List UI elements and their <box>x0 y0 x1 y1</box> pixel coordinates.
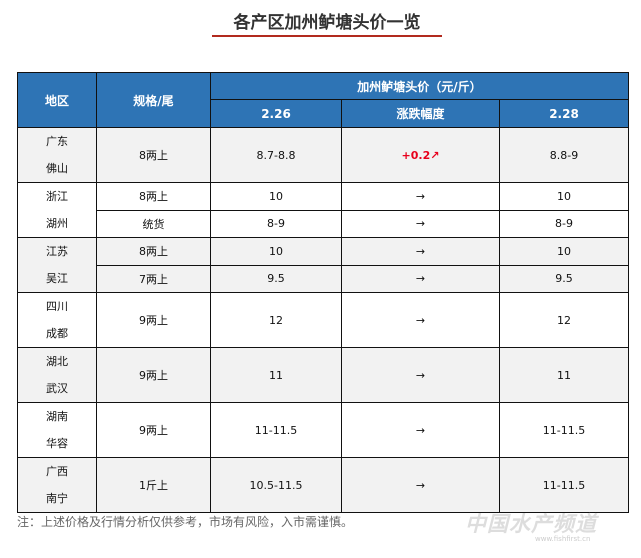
price-228-cell: 11-11.5 <box>499 457 629 513</box>
region-cell: 浙江 湖州 <box>17 182 97 238</box>
price-228-cell: 8.8-9 <box>499 127 629 183</box>
change-cell: → <box>341 292 500 348</box>
change-cell: → <box>341 457 500 513</box>
region-province: 广东 <box>46 135 68 148</box>
spec-cell: 8两上 <box>96 127 211 183</box>
price-228-cell: 11-11.5 <box>499 402 629 458</box>
change-cell: → <box>341 237 500 266</box>
region-city: 佛山 <box>46 162 68 175</box>
region-cell: 广西 南宁 <box>17 457 97 513</box>
change-cell: → <box>341 182 500 211</box>
watermark-url: www.fishfirst.cn <box>535 535 591 543</box>
price-226-cell: 10 <box>210 182 342 211</box>
region-province: 浙江 <box>46 190 68 203</box>
change-cell: → <box>341 209 500 238</box>
table-row: 统货 8-9 → 8-9 <box>18 209 629 238</box>
table-row: 湖南 华容 9两上 11-11.5 → 11-11.5 <box>17 402 629 458</box>
header-price-group: 加州鲈塘头价（元/斤） <box>210 72 629 100</box>
spec-cell: 9两上 <box>96 402 211 458</box>
price-228-cell: 9.5 <box>499 264 629 293</box>
spec-cell: 7两上 <box>96 264 211 293</box>
table-row: 广东 佛山 8两上 8.7-8.8 +0.2↗ 8.8-9 <box>17 127 629 183</box>
price-228-cell: 12 <box>499 292 629 348</box>
spec-cell: 9两上 <box>96 347 211 403</box>
price-228-cell: 10 <box>499 237 629 266</box>
region-city: 成都 <box>46 327 68 340</box>
region-province: 四川 <box>46 300 68 313</box>
region-city: 南宁 <box>46 492 68 505</box>
header-spec: 规格/尾 <box>96 72 211 128</box>
region-province: 湖南 <box>46 410 68 423</box>
watermark-logo: 中国水产频道 <box>465 512 597 536</box>
price-226-cell: 12 <box>210 292 342 348</box>
price-table: 地区 规格/尾 加州鲈塘头价（元/斤） 2.26 涨跌幅度 2.28 广东 佛山 8… <box>17 72 629 513</box>
disclaimer-note: 注：上述价格及行情分析仅供参考，市场有风险，入市需谨慎。 <box>17 515 354 529</box>
spec-cell: 统货 <box>96 209 211 238</box>
price-226-cell: 10.5-11.5 <box>210 457 342 513</box>
table-row: 四川 成都 9两上 12 → 12 <box>17 292 629 348</box>
table-row: 浙江 湖州 8两上 10 → 10 <box>17 182 629 238</box>
table-row: 7两上 9.5 → 9.5 <box>18 264 629 293</box>
spec-cell: 9两上 <box>96 292 211 348</box>
spec-cell: 1斤上 <box>96 457 211 513</box>
table-row: 广西 南宁 1斤上 10.5-11.5 → 11-11.5 <box>17 457 629 513</box>
region-province: 广西 <box>46 465 68 478</box>
price-228-cell: 11 <box>499 347 629 403</box>
spec-cell: 8两上 <box>96 237 211 266</box>
price-226-cell: 8.7-8.8 <box>210 127 342 183</box>
change-cell: → <box>341 264 500 293</box>
region-cell: 江苏 吴江 <box>17 237 97 293</box>
page-title: 各产区加州鲈塘头价一览 <box>233 13 421 33</box>
header-date2: 2.28 <box>499 99 629 128</box>
table-row: 湖北 武汉 9两上 11 → 11 <box>17 347 629 403</box>
region-city: 湖州 <box>46 217 68 230</box>
region-cell: 广东 佛山 <box>17 127 97 183</box>
header-date1: 2.26 <box>210 99 342 128</box>
region-city: 吴江 <box>46 272 68 285</box>
region-cell: 湖北 武汉 <box>17 347 97 403</box>
price-226-cell: 10 <box>210 237 342 266</box>
header-region: 地区 <box>17 72 97 128</box>
price-226-cell: 11-11.5 <box>210 402 342 458</box>
spec-cell: 8两上 <box>96 182 211 211</box>
region-city: 华容 <box>46 437 68 450</box>
title-underline <box>212 35 442 37</box>
price-226-cell: 8-9 <box>210 209 342 238</box>
price-228-cell: 8-9 <box>499 209 629 238</box>
table-row: 江苏 吴江 8两上 10 → 10 <box>17 237 629 293</box>
region-cell: 四川 成都 <box>17 292 97 348</box>
region-province: 江苏 <box>46 245 68 258</box>
region-cell: 湖南 华容 <box>17 402 97 458</box>
region-province: 湖北 <box>46 355 68 368</box>
price-226-cell: 9.5 <box>210 264 342 293</box>
price-228-cell: 10 <box>499 182 629 211</box>
price-226-cell: 11 <box>210 347 342 403</box>
change-cell: +0.2↗ <box>341 127 500 183</box>
change-cell: → <box>341 402 500 458</box>
header-change: 涨跌幅度 <box>341 99 500 128</box>
region-city: 武汉 <box>46 382 68 395</box>
change-cell: → <box>341 347 500 403</box>
